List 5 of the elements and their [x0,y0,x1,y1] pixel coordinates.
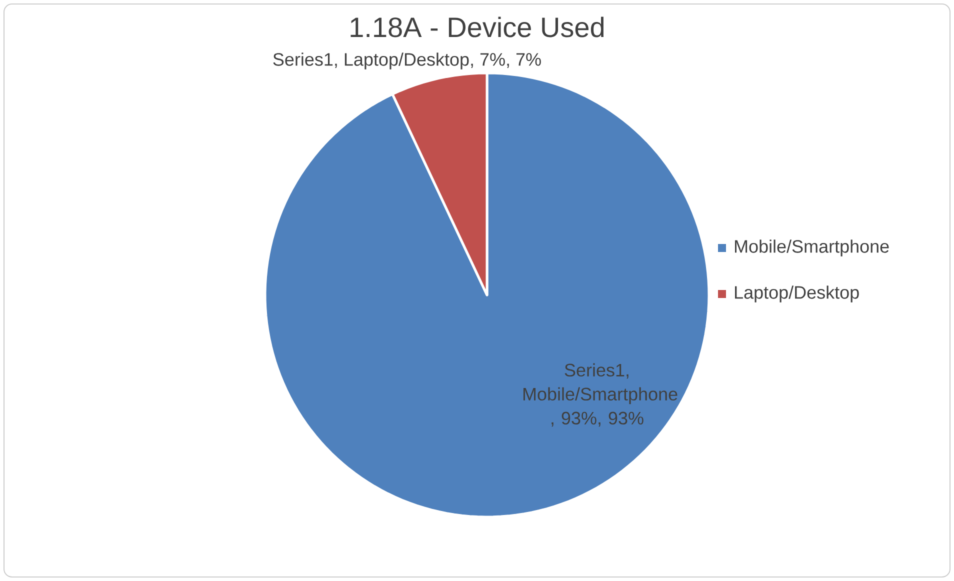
legend-label: Mobile/Smartphone [735,240,889,256]
data-label: Series1, Mobile/Smartphone , 93%, 93% [523,363,678,427]
legend-label: Laptop/Desktop [735,286,859,302]
data-label: Series1, Laptop/Desktop, 7%, 7% [273,52,541,70]
chart-title: 1.18A - Device Used [350,16,604,38]
